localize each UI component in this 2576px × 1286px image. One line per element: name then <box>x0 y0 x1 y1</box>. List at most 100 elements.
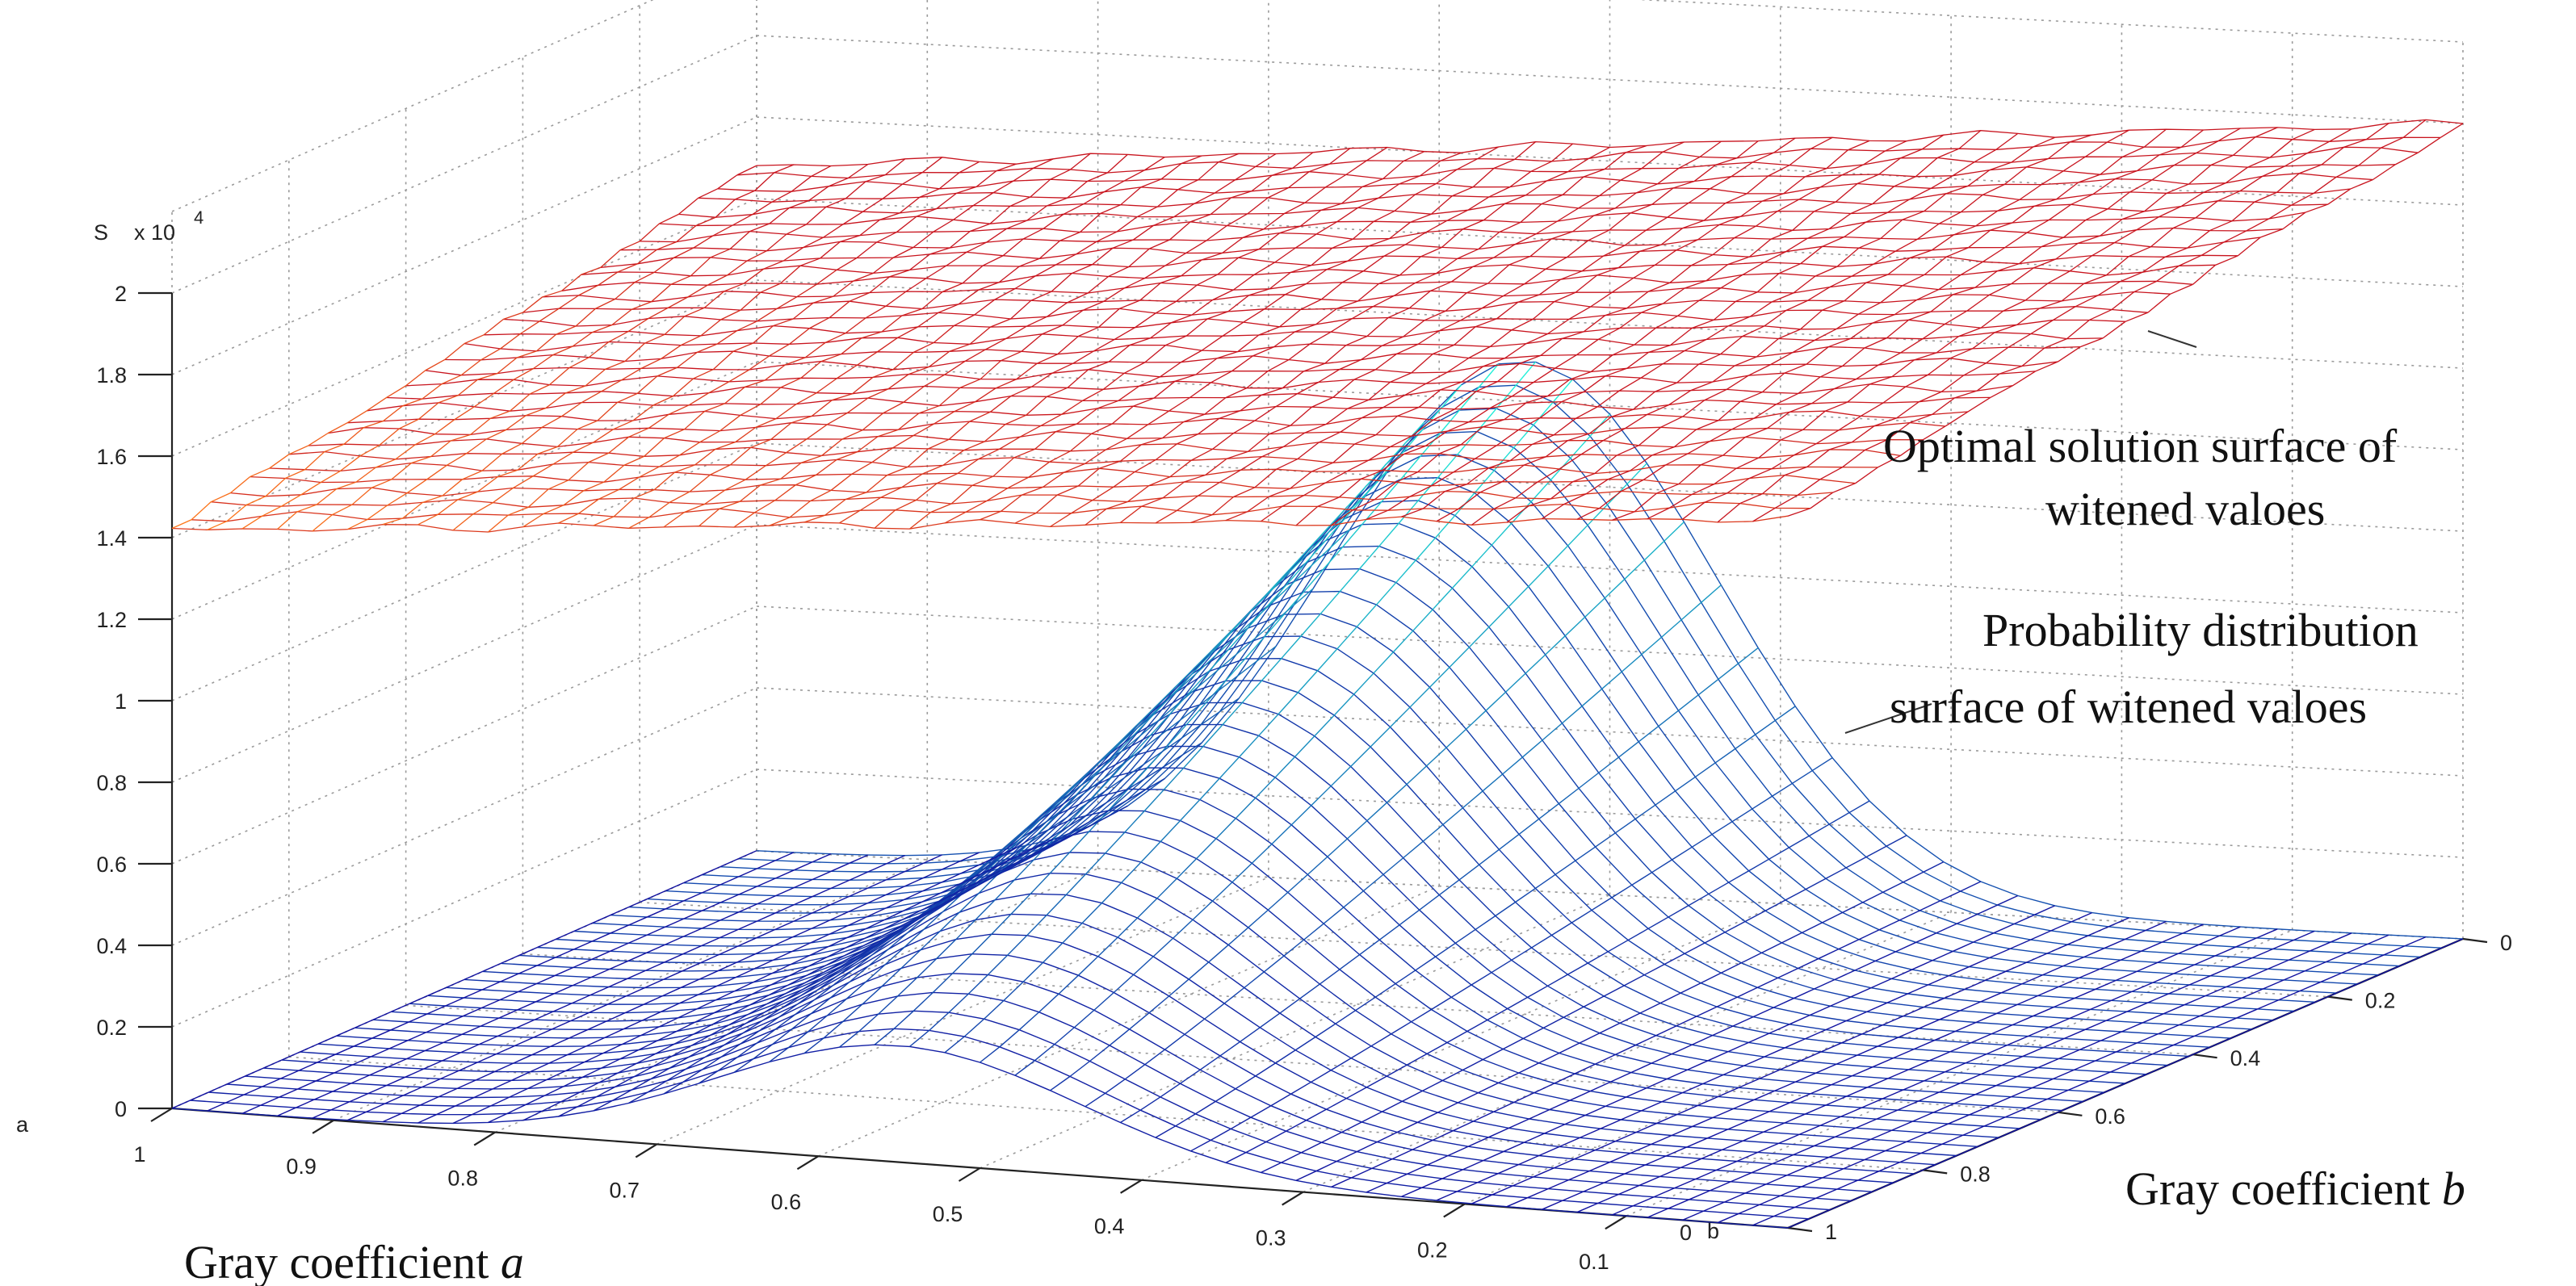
optimal-surface-mesh-col <box>1561 391 1584 403</box>
optimal-surface-mesh-col <box>1357 197 1379 209</box>
probability-surface-mesh-col <box>419 1095 439 1106</box>
probability-surface-mesh-col <box>2064 1028 2086 1040</box>
probability-surface-mesh-col <box>1620 1110 1642 1121</box>
optimal-surface-mesh-col <box>1520 203 1542 223</box>
probability-surface-mesh-col <box>1295 1170 1317 1181</box>
probability-surface-mesh-col <box>406 1049 426 1060</box>
probability-surface-mesh-col <box>2137 1033 2159 1044</box>
optimal-surface-mesh-col <box>929 350 950 367</box>
optimal-surface-mesh-col <box>659 213 679 224</box>
probability-surface-mesh-col <box>1429 667 1450 688</box>
optimal-surface-mesh-col <box>657 367 678 377</box>
probability-surface-mesh-col <box>1143 789 1164 812</box>
optimal-surface-mesh-col <box>1439 444 1462 454</box>
probability-surface-mesh-col <box>1768 1024 1790 1034</box>
optimal-surface-mesh-col <box>1415 273 1437 284</box>
optimal-surface-mesh-col <box>446 453 468 466</box>
optimal-surface-mesh-col <box>1630 203 1652 214</box>
optimal-surface-mesh-col <box>2047 270 2070 284</box>
probability-surface-mesh-col <box>1120 735 1141 752</box>
optimal-surface-mesh-col <box>1641 151 1663 170</box>
optimal-surface-mesh-col <box>1051 362 1074 374</box>
probability-surface-mesh-col <box>1069 1060 1090 1077</box>
optimal-surface-mesh-col <box>1240 394 1262 412</box>
probability-surface-mesh-col <box>1703 1201 1725 1212</box>
probability-surface-mesh-col <box>2188 1046 2210 1058</box>
optimal-surface-mesh-col <box>874 509 896 529</box>
optimal-surface-mesh-col <box>1908 311 1932 320</box>
optimal-surface-mesh-col <box>640 358 661 369</box>
probability-surface-mesh-col <box>335 1045 355 1055</box>
probability-surface-mesh-col <box>1722 1065 1744 1076</box>
probability-surface-mesh-col <box>452 1114 472 1125</box>
probability-surface-mesh-col <box>1457 1182 1479 1192</box>
optimal-surface-mesh-col <box>1034 264 1056 277</box>
probability-surface-mesh-col <box>2037 1058 2059 1069</box>
optimal-surface-mesh-col <box>684 410 705 430</box>
probability-surface-mesh-col <box>1019 819 1040 840</box>
probability-surface-mesh-col <box>1659 1167 1681 1178</box>
probability-surface <box>171 361 2464 1229</box>
probability-surface-mesh-col <box>1882 1089 1904 1100</box>
probability-surface-mesh-col <box>1678 694 1699 711</box>
probability-surface-mesh-col <box>2272 939 2294 950</box>
optimal-surface-mesh-col <box>1105 438 1127 450</box>
optimal-surface-mesh-col <box>262 505 282 517</box>
probability-surface-mesh-col <box>1350 746 1371 767</box>
optimal-surface-mesh-col <box>1611 408 1634 418</box>
probability-surface-mesh-col <box>1562 1191 1584 1201</box>
optimal-surface-mesh-col <box>2016 308 2040 325</box>
optimal-surface-mesh-col <box>1410 213 1432 223</box>
probability-surface-mesh-col <box>1980 992 2002 1003</box>
optimal-surface-mesh-col <box>2259 228 2284 238</box>
probability-surface-mesh-col <box>409 995 429 1004</box>
optimal-surface-mesh-col <box>933 411 955 425</box>
probability-surface-mesh-col <box>628 1091 648 1104</box>
probability-surface-mesh-col <box>2146 1064 2168 1075</box>
probability-surface-mesh-col <box>849 871 869 881</box>
optimal-surface-mesh-col <box>1618 377 1642 392</box>
optimal-surface-mesh-col <box>2247 157 2271 168</box>
probability-surface-mesh-col <box>1471 544 1492 568</box>
probability-surface-mesh-col <box>738 903 757 913</box>
optimal-surface-mesh-col <box>1583 315 1606 333</box>
probability-surface-mesh-col <box>1521 739 1543 758</box>
probability-surface-mesh-col <box>1674 1178 1696 1189</box>
optimal-surface-mesh-col <box>1415 182 1437 195</box>
probability-surface-mesh-col <box>2095 1051 2117 1062</box>
optimal-surface-mesh-col <box>913 231 934 249</box>
optimal-surface-mesh-col <box>1945 185 1969 195</box>
optimal-surface-mesh-col <box>664 316 686 335</box>
probability-surface-mesh-col <box>1174 668 1195 689</box>
optimal-surface-mesh-col <box>1605 367 1627 377</box>
optimal-surface-mesh-col <box>1815 429 1840 445</box>
probability-surface-mesh-col <box>2090 999 2112 1011</box>
optimal-surface-mesh-col <box>1218 153 1240 163</box>
optimal-surface-mesh-col <box>1030 291 1052 301</box>
optimal-surface-mesh-col <box>859 496 882 511</box>
optimal-surface-mesh-col <box>820 241 841 259</box>
optimal-surface-mesh-col <box>2003 300 2026 312</box>
optimal-surface-mesh-col <box>1272 167 1293 176</box>
optimal-surface-mesh-col <box>2329 128 2352 142</box>
probability-surface-mesh-col <box>761 1007 782 1022</box>
optimal-surface-mesh-col <box>1698 287 1722 301</box>
probability-surface-mesh-col <box>527 1079 548 1089</box>
optimal-surface-mesh-col <box>948 421 971 440</box>
optimal-surface-mesh-col <box>2358 147 2381 166</box>
probability-surface-mesh-col <box>1743 1131 1764 1141</box>
probability-surface-mesh-col <box>1949 1042 1971 1053</box>
probability-surface-mesh-col <box>2289 950 2310 961</box>
optimal-surface-mesh-col <box>917 312 939 328</box>
probability-surface-mesh-col <box>766 993 787 1005</box>
optimal-surface-mesh-col <box>1204 397 1227 415</box>
probability-surface-mesh-col <box>936 939 957 959</box>
optimal-surface-mesh-col <box>1061 400 1083 415</box>
optimal-surface-mesh-col <box>992 457 1015 477</box>
probability-surface-mesh-col <box>1547 545 1569 567</box>
optimal-surface-mesh-col <box>1468 346 1491 359</box>
probability-surface-mesh-col <box>1553 1158 1575 1169</box>
probability-surface-mesh-col <box>1974 1085 1997 1095</box>
optimal-surface-mesh-col <box>1560 270 1583 280</box>
probability-surface-mesh-col <box>1768 1102 1790 1112</box>
